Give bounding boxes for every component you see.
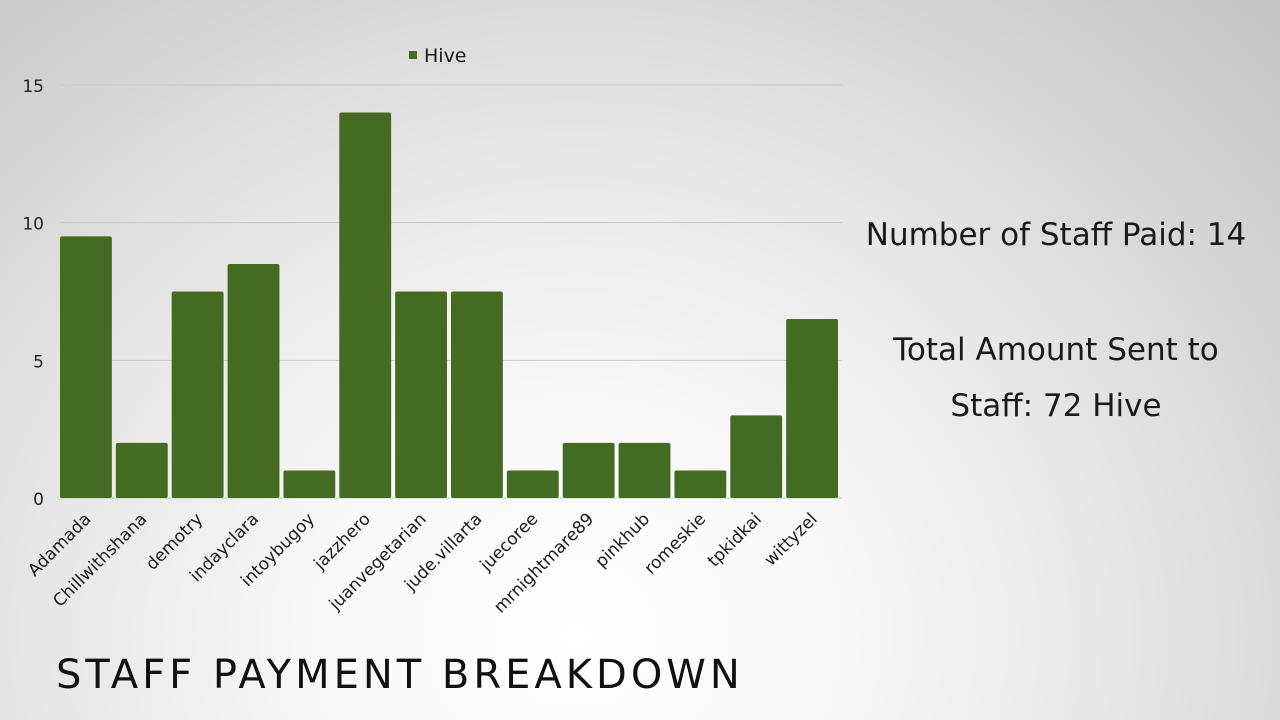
total-amount-line-2: Staff: 72 Hive (950, 388, 1162, 424)
bar (395, 291, 447, 498)
bar (730, 415, 783, 498)
legend-label: Hive (424, 45, 467, 67)
bar (115, 442, 168, 498)
bar (506, 470, 559, 498)
bar (562, 442, 615, 498)
x-tick-label: tpkidkai (704, 509, 766, 571)
legend-swatch (409, 51, 417, 59)
bar (339, 112, 392, 499)
bar (674, 470, 727, 498)
x-tick-label: mrnightmare89 (490, 509, 598, 617)
page-title: STAFF PAYMENT BREAKDOWN (56, 652, 744, 698)
bar-chart: 051015AdamadaChillwithshanademotryindayc… (22, 45, 842, 617)
x-tick-label: juanvegetarian (325, 509, 431, 615)
y-tick-label: 10 (22, 215, 44, 235)
bar (451, 291, 503, 498)
x-tick-label: wittyzel (761, 509, 822, 570)
bar (227, 263, 280, 498)
bar (618, 442, 671, 498)
total-amount-line-1: Total Amount Sent to (893, 332, 1219, 368)
bar (283, 470, 336, 498)
total-amount-text: Total Amount Sent to Staff: 72 Hive (852, 322, 1260, 434)
y-tick-label: 0 (33, 490, 44, 510)
y-tick-label: 15 (22, 77, 44, 97)
y-tick-label: 5 (33, 352, 44, 372)
bar (60, 236, 112, 498)
staff-count-text: Number of Staff Paid: 14 (865, 217, 1247, 253)
x-tick-label: romeskie (641, 509, 710, 578)
bar (171, 291, 224, 498)
bar (786, 319, 838, 498)
